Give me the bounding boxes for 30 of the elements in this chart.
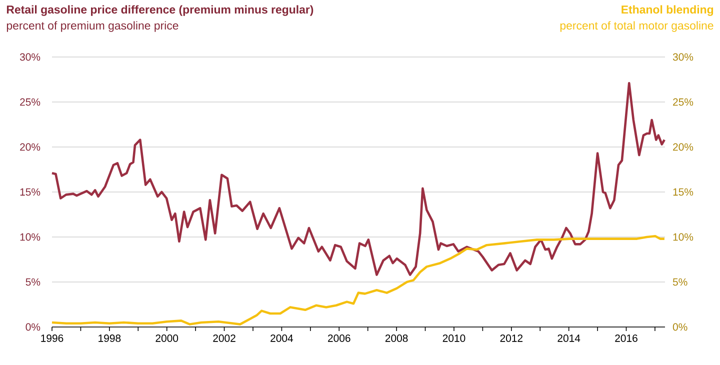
y-tick-label: 10% xyxy=(20,233,40,241)
x-tick-label: 2002 xyxy=(213,334,236,342)
x-tick-label: 2010 xyxy=(442,334,466,342)
y-tick-label: 25% xyxy=(20,98,40,106)
y-tick-label: 0% xyxy=(26,323,40,331)
y2-tick-label: 10% xyxy=(673,233,694,241)
x-tick-label: 2016 xyxy=(615,334,638,342)
x-tick-label: 1996 xyxy=(41,334,64,342)
x-tick-label: 2004 xyxy=(270,334,294,342)
x-tick-label: 2012 xyxy=(500,334,522,342)
x-tick-label: 1998 xyxy=(98,334,121,342)
y2-axis-title: percent of total motor gasoline xyxy=(560,21,714,32)
y2-tick-label: 20% xyxy=(673,143,694,151)
y-tick-label: 30% xyxy=(20,53,40,61)
y2-tick-label: 0% xyxy=(672,323,688,331)
text: Retail gasoline price difference (premium minus regular) xyxy=(6,5,314,16)
y-tick-label: 20% xyxy=(20,143,40,151)
y-tick-label: 5% xyxy=(26,278,40,286)
y2-tick-label: 5% xyxy=(672,278,688,286)
line-series xyxy=(50,82,666,276)
x-tick-label: 2006 xyxy=(328,334,350,342)
y2-tick-label: 15% xyxy=(673,188,694,196)
y2-tick-label: 25% xyxy=(673,98,694,106)
y2-tick-label: 30% xyxy=(672,53,694,61)
x-tick-label: 2000 xyxy=(156,334,178,342)
x-tick-label: 2014 xyxy=(558,334,580,342)
y-axis-title: percent of premium gasoline price xyxy=(6,21,178,32)
x-tick-label: 2008 xyxy=(385,334,408,342)
text: Ethanol blending xyxy=(622,5,714,16)
y-tick-label: 15% xyxy=(20,188,40,196)
